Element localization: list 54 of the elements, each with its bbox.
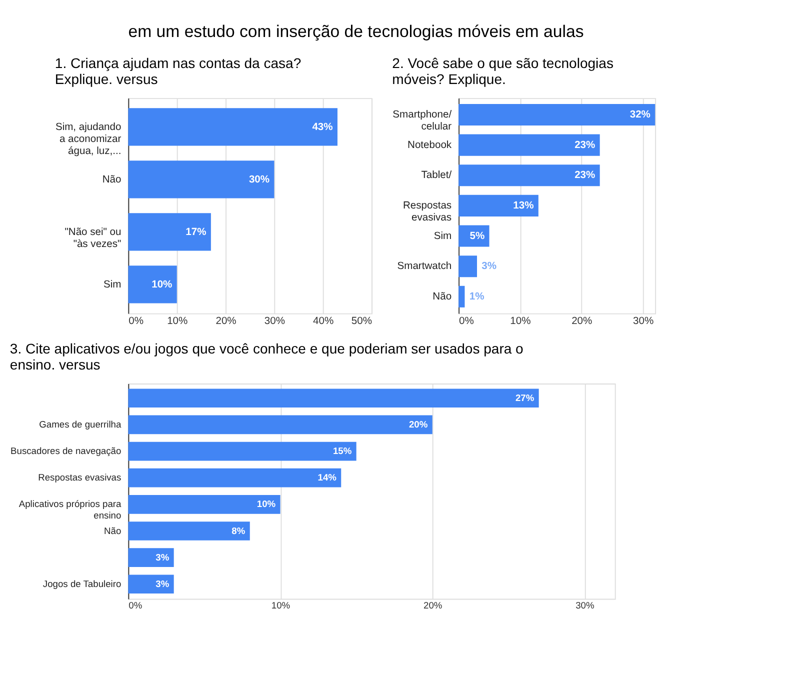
- x-tick-label: 20%: [572, 316, 592, 328]
- x-tick-label: 10%: [510, 316, 531, 328]
- data-label: 32%: [630, 110, 650, 121]
- chart-title: 2. Você sabe o que são tecnologias móveis? Explique.: [392, 55, 614, 88]
- data-label: 14%: [318, 472, 338, 483]
- data-label: 30%: [248, 174, 270, 186]
- data-label: 3%: [156, 552, 170, 562]
- data-label: 5%: [470, 230, 485, 242]
- x-tick-label: 20%: [423, 600, 442, 611]
- x-tick-label: 30%: [633, 316, 654, 328]
- data-label: 15%: [332, 446, 352, 456]
- data-label: 17%: [186, 226, 206, 238]
- data-label: 23%: [574, 140, 596, 151]
- data-label: 20%: [408, 420, 428, 430]
- y-tick-label: Smartwatch: [397, 261, 452, 272]
- x-tick-label: 10%: [271, 600, 290, 611]
- text: em um estudo com inserção de tecnologias móveis em aulas: [128, 22, 584, 42]
- x-tick-label: 0%: [459, 316, 474, 328]
- data-label: 23%: [574, 170, 596, 182]
- data-label: 10%: [256, 499, 276, 510]
- x-tick-label: 20%: [216, 316, 236, 328]
- y-tick-label: Smartphone/ celular: [392, 110, 452, 133]
- x-tick-label: 10%: [167, 316, 188, 328]
- y-tick-label: Games de guerrilha: [39, 420, 122, 430]
- y-tick-label: Não: [432, 291, 452, 302]
- y-tick-label: Respostas evasivas: [38, 472, 122, 483]
- data-label: 10%: [152, 279, 172, 290]
- y-tick-label: Sim: [434, 230, 452, 242]
- y-tick-label: Tablet/: [421, 170, 452, 182]
- y-tick-label: Não: [102, 174, 122, 186]
- y-tick-label: Notebook: [408, 140, 452, 151]
- x-tick-label: 30%: [264, 316, 285, 328]
- x-tick-label: 50%: [351, 316, 372, 328]
- y-tick-label: Não: [104, 526, 122, 536]
- data-label: 13%: [513, 200, 534, 212]
- y-tick-label: "Não sei" ou "às vezes": [64, 226, 122, 250]
- data-label: 43%: [312, 122, 333, 133]
- x-tick-label: 0%: [128, 600, 142, 611]
- chart-title: 1. Criança ajudam nas contas da casa? Explique. versus: [54, 55, 302, 88]
- data-label: 3%: [482, 261, 497, 272]
- data-label: 1%: [469, 291, 484, 302]
- y-tick-label: Jogos de Tabuleiro: [42, 578, 122, 589]
- x-tick-label: 0%: [128, 316, 144, 328]
- x-tick-label: 30%: [576, 600, 594, 611]
- data-label: 8%: [232, 526, 246, 536]
- y-tick-label: Respostas evasivas: [402, 200, 452, 224]
- x-tick-label: 40%: [313, 316, 334, 328]
- y-tick-label: Sim, ajudando a aconomizar água, luz,...: [55, 122, 122, 158]
- y-tick-label: Sim: [103, 279, 122, 290]
- data-label: 3%: [156, 578, 170, 589]
- chart-title: 3. Cite aplicativos e/ou jogos que você conhece e que poderiam ser usados para o ensino. versus: [10, 340, 524, 372]
- y-tick-label: Buscadores de navegação: [10, 446, 122, 456]
- data-label: 27%: [515, 392, 535, 403]
- y-tick-label: Aplicativos próprios para ensino: [18, 499, 122, 520]
